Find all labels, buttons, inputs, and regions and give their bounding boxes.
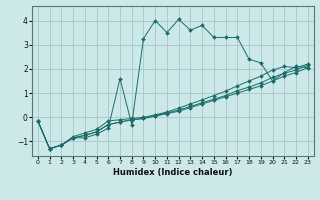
X-axis label: Humidex (Indice chaleur): Humidex (Indice chaleur) xyxy=(113,168,233,177)
